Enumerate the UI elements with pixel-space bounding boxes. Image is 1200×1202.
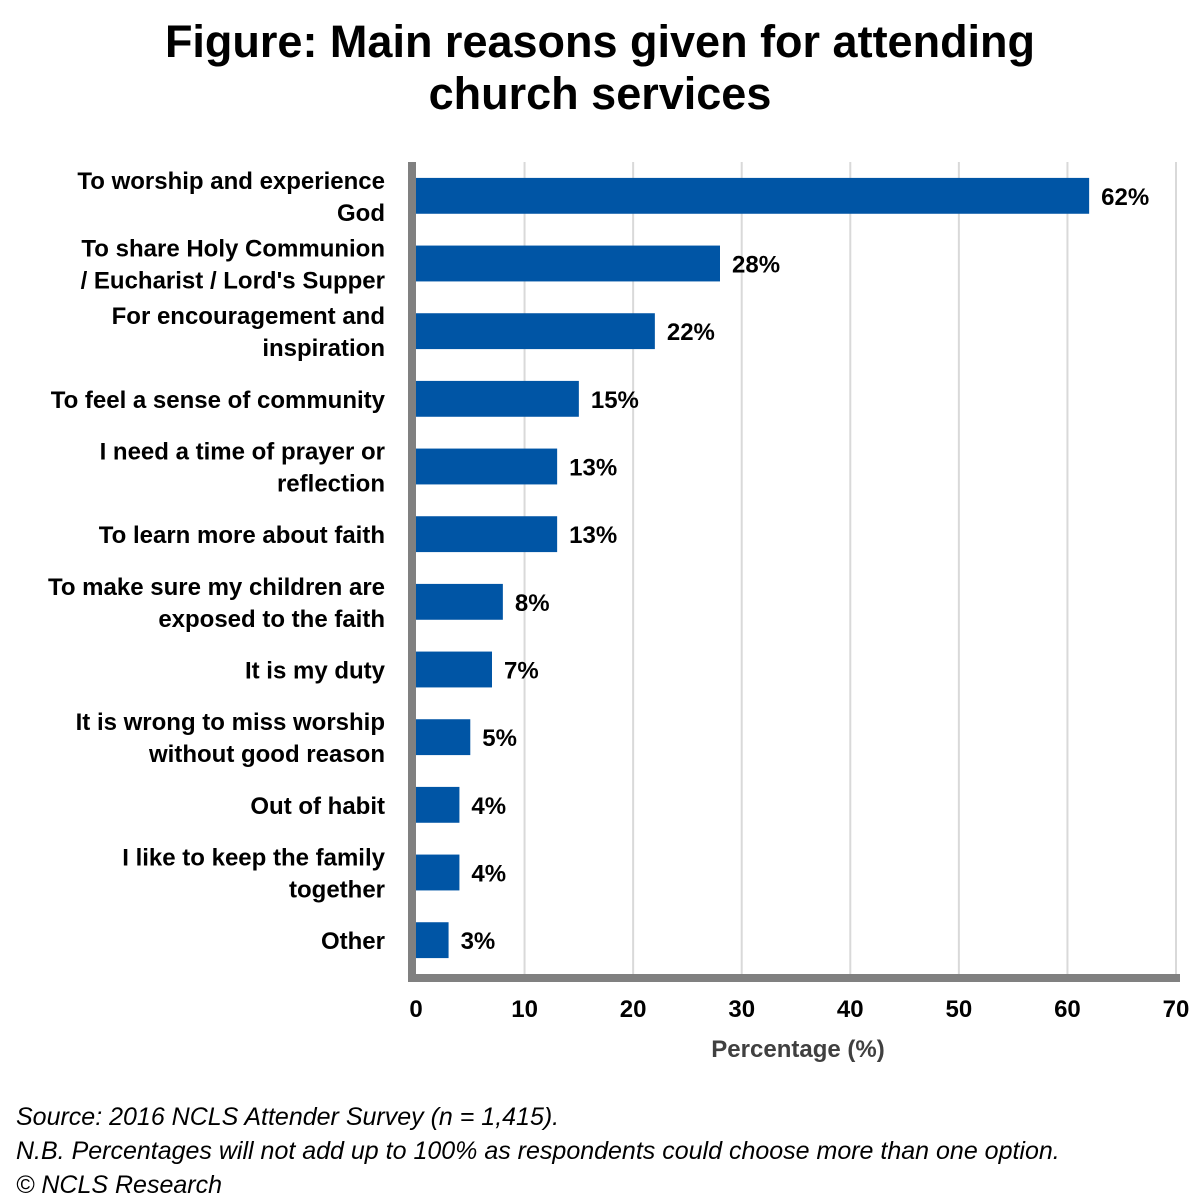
category-label: Other <box>321 928 385 955</box>
category-label: To make sure my children are <box>48 574 385 601</box>
value-label: 13% <box>569 455 617 482</box>
bar <box>416 177 1090 214</box>
value-label: 7% <box>504 658 539 685</box>
x-tick-label: 20 <box>620 996 647 1023</box>
value-label: 8% <box>515 590 550 617</box>
bar <box>416 516 558 553</box>
value-label: 22% <box>667 319 715 346</box>
bar <box>416 786 460 823</box>
chart-title-line-1: Figure: Main reasons given for attending <box>164 16 1036 67</box>
x-axis-title: Percentage (%) <box>711 1036 884 1063</box>
footnotes: Source: 2016 NCLS Attender Survey (n = 1… <box>16 1100 1060 1202</box>
category-label: / Eucharist / Lord's Supper <box>81 268 385 295</box>
category-label: God <box>337 200 385 227</box>
bar <box>416 448 558 485</box>
chart-title: Figure: Main reasons given for attending… <box>0 16 1200 120</box>
category-label: inspiration <box>262 335 385 362</box>
category-label: To learn more about faith <box>99 522 385 549</box>
category-label: Out of habit <box>250 793 385 820</box>
value-label: 28% <box>732 252 780 279</box>
x-tick-label: 0 <box>409 996 422 1023</box>
bar <box>416 922 449 959</box>
chart-title-line-2: church services <box>428 68 772 119</box>
value-label: 62% <box>1101 184 1149 211</box>
category-label: exposed to the faith <box>158 606 385 633</box>
category-label: It is wrong to miss worship <box>76 709 385 736</box>
bar-chart: 62% To worship and experience God 28% To sha… <box>48 162 1190 1063</box>
category-label: To feel a sense of community <box>51 387 386 414</box>
x-tick-label: 40 <box>837 996 864 1023</box>
category-label: together <box>289 877 385 904</box>
bar <box>416 583 503 620</box>
value-label: 5% <box>482 725 517 752</box>
category-label: To worship and experience <box>77 168 385 195</box>
x-tick-label: 70 <box>1163 996 1190 1023</box>
multiple-choice-note: N.B. Percentages will not add up to 100%… <box>16 1137 1060 1165</box>
category-label: To share Holy Communion <box>81 236 385 263</box>
x-tick-label: 30 <box>728 996 755 1023</box>
bar <box>416 719 471 756</box>
category-label: reflection <box>277 471 385 498</box>
value-label: 4% <box>471 861 506 888</box>
bar <box>416 380 579 417</box>
bar <box>416 313 655 350</box>
bar <box>416 854 460 891</box>
copyright-note: © NCLS Research <box>16 1171 222 1199</box>
value-label: 15% <box>591 387 639 414</box>
x-axis-line <box>408 974 1180 982</box>
source-note: Source: 2016 NCLS Attender Survey (n = 1… <box>16 1103 560 1131</box>
x-tick-label: 50 <box>946 996 973 1023</box>
y-axis-line <box>408 162 416 982</box>
x-tick-label: 10 <box>511 996 538 1023</box>
value-label: 13% <box>569 522 617 549</box>
category-label: I need a time of prayer or <box>100 439 385 466</box>
category-label: For encouragement and <box>112 303 385 330</box>
value-label: 3% <box>461 928 496 955</box>
value-label: 4% <box>471 793 506 820</box>
bar <box>416 651 492 688</box>
x-tick-label: 60 <box>1054 996 1081 1023</box>
category-label: without good reason <box>148 741 385 768</box>
category-label: I like to keep the family <box>122 845 385 872</box>
bar <box>416 245 720 282</box>
category-label: It is my duty <box>245 658 386 685</box>
